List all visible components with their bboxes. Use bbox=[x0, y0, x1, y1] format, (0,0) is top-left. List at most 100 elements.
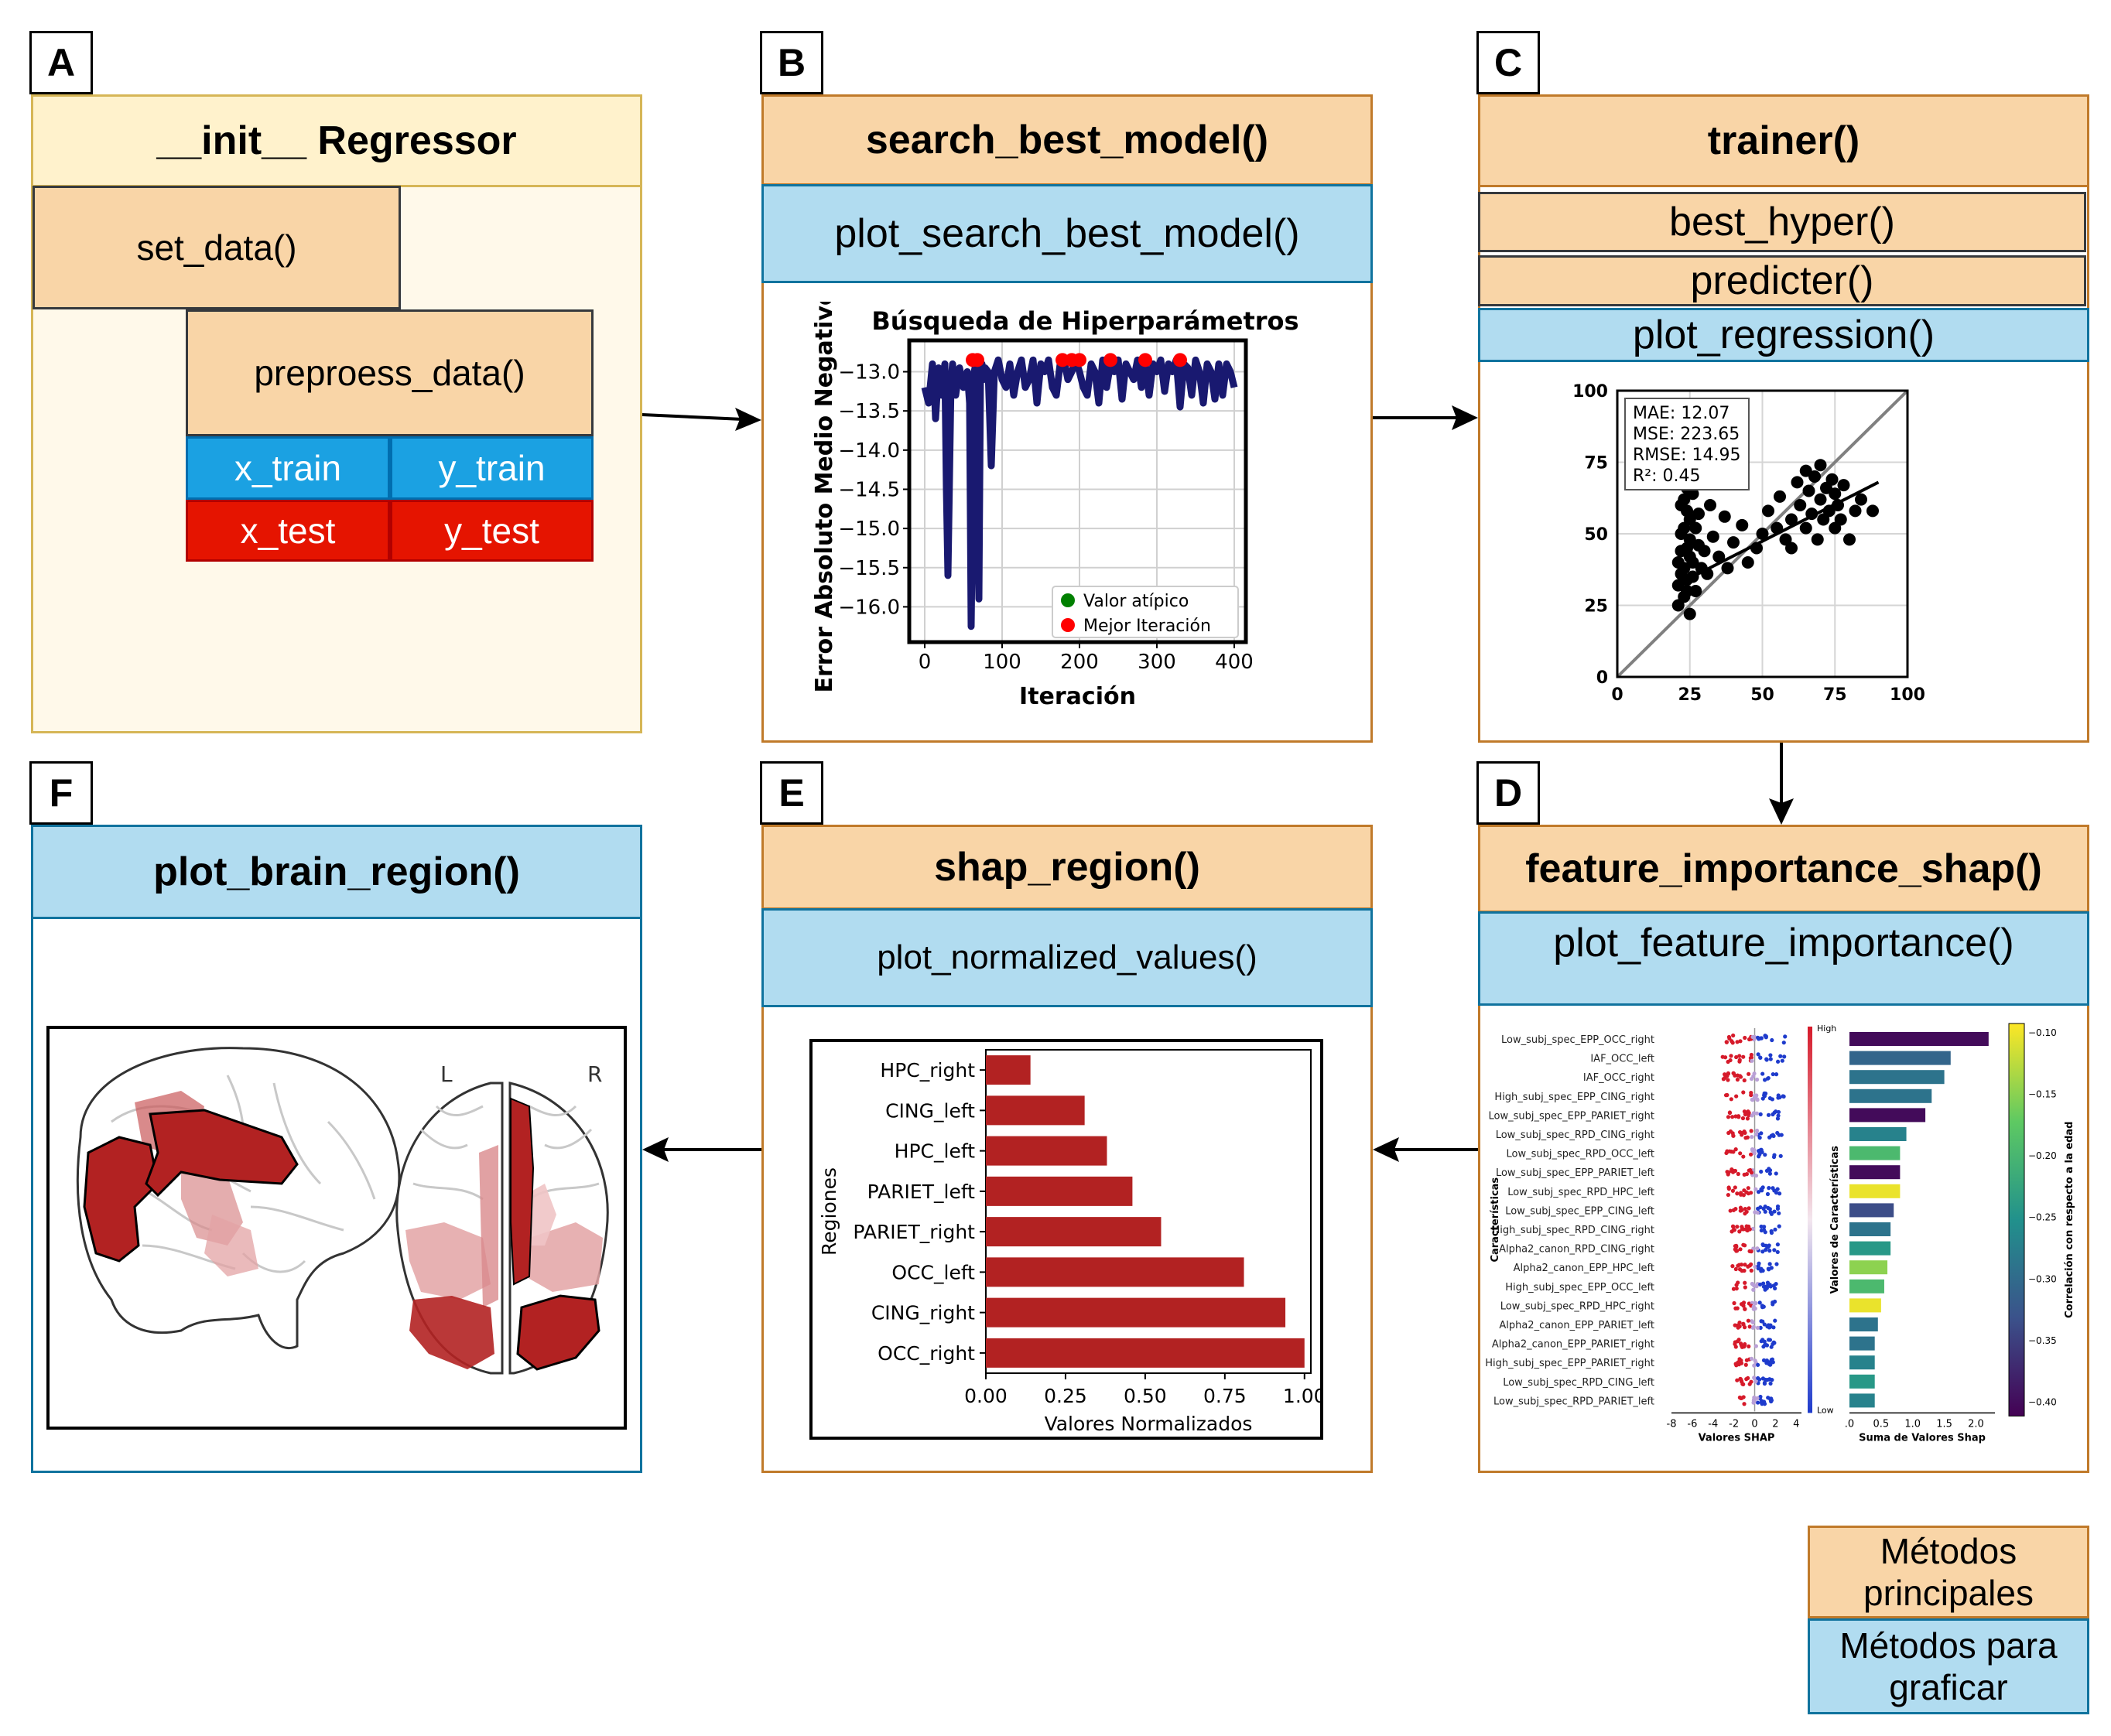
region-bar bbox=[986, 1217, 1162, 1247]
feature-label: Low_subj_spec_RPD_PARIET_left bbox=[1493, 1396, 1654, 1407]
shap-point bbox=[1765, 1245, 1770, 1249]
shap-point bbox=[1733, 1185, 1737, 1190]
region-bar bbox=[986, 1095, 1085, 1126]
brain-axial-view: L R bbox=[395, 1061, 609, 1375]
shap-point bbox=[1770, 1378, 1774, 1382]
scatter-point bbox=[1829, 487, 1842, 501]
shap-point bbox=[1739, 1343, 1744, 1348]
shap-point bbox=[1759, 1266, 1764, 1271]
shap-sum-bar bbox=[1849, 1127, 1907, 1141]
shap-point bbox=[1740, 1116, 1746, 1121]
plot-search-best-model-method: plot_search_best_model() bbox=[761, 184, 1373, 283]
shap-point bbox=[1750, 1058, 1754, 1063]
shap-point bbox=[1744, 1358, 1750, 1362]
shap-point bbox=[1761, 1281, 1766, 1286]
shap-point bbox=[1741, 1154, 1746, 1159]
shap-point bbox=[1735, 1378, 1740, 1382]
shap-sum-bar bbox=[1849, 1298, 1881, 1313]
correlation-tick-label: −0.35 bbox=[2028, 1335, 2057, 1346]
feature-label: Low_subj_spec_EPP_CING_left bbox=[1505, 1205, 1654, 1217]
shap-point bbox=[1750, 1147, 1755, 1152]
correlation-tick-label: −0.25 bbox=[2028, 1212, 2057, 1223]
panel-label-b: B bbox=[760, 31, 823, 94]
brain-sagittal-view bbox=[76, 1047, 401, 1350]
scatter-point bbox=[1706, 530, 1719, 543]
shap-point bbox=[1759, 1169, 1764, 1174]
shap-point bbox=[1771, 1186, 1775, 1191]
legend-frame bbox=[1052, 586, 1239, 638]
correlation-tick-label: −0.30 bbox=[2028, 1273, 2057, 1284]
shap-point bbox=[1739, 1191, 1743, 1195]
shap-point bbox=[1771, 1360, 1775, 1365]
shap-sum-bar bbox=[1849, 1184, 1901, 1198]
colorbar-title: Valores de Características bbox=[1829, 1146, 1841, 1294]
legend-plot-methods: Métodos para graficar bbox=[1808, 1618, 2089, 1714]
scatter-point bbox=[1683, 533, 1696, 546]
fit-line bbox=[1680, 480, 1880, 584]
shap-point bbox=[1750, 1113, 1754, 1118]
shap-x-tick-label: 0 bbox=[1751, 1418, 1757, 1430]
shap-point bbox=[1750, 1226, 1756, 1232]
shap-point bbox=[1729, 1054, 1733, 1058]
shap-point bbox=[1757, 1148, 1763, 1153]
arrow-d-to-e bbox=[1373, 1137, 1478, 1162]
y-tick-label: 75 bbox=[1584, 454, 1608, 473]
plot-frame bbox=[907, 338, 1248, 644]
shap-point bbox=[1736, 1171, 1740, 1177]
feature-label: High_subj_spec_EPP_OCC_left bbox=[1505, 1282, 1654, 1293]
shap-x-tick-label: -8 bbox=[1667, 1418, 1677, 1430]
shap-point bbox=[1735, 1306, 1740, 1311]
shap-point bbox=[1751, 1304, 1756, 1309]
shap-point bbox=[1781, 1094, 1785, 1099]
shap-point bbox=[1750, 1325, 1755, 1330]
scatter-point bbox=[1799, 521, 1812, 535]
shap-point bbox=[1769, 1345, 1774, 1349]
shap-point bbox=[1774, 1109, 1778, 1114]
feature-value-colorbar bbox=[1808, 1027, 1812, 1413]
legend-label-outlier: Valor atípico bbox=[1083, 592, 1189, 611]
x-tick-label: 400 bbox=[1215, 651, 1254, 674]
shap-point bbox=[1755, 1400, 1760, 1405]
x-tick-label: 100 bbox=[983, 651, 1021, 674]
shap-point bbox=[1749, 1262, 1753, 1266]
panel-e-title: shap_region() bbox=[761, 825, 1373, 910]
shap-point bbox=[1752, 1375, 1757, 1380]
scatter-point bbox=[1698, 545, 1711, 558]
shap-point bbox=[1774, 1072, 1779, 1077]
shap-point bbox=[1756, 1206, 1760, 1211]
correlation-tick-label: −0.10 bbox=[2028, 1027, 2057, 1038]
shap-point bbox=[1747, 1206, 1751, 1211]
shap-point bbox=[1726, 1130, 1731, 1136]
shap-point bbox=[1774, 1281, 1778, 1287]
shap-point bbox=[1744, 1171, 1749, 1177]
shap-point bbox=[1730, 1264, 1735, 1269]
shap-point bbox=[1741, 1090, 1746, 1095]
scatter-point bbox=[1791, 476, 1804, 489]
shap-point bbox=[1743, 1263, 1747, 1267]
shap-point bbox=[1726, 1185, 1731, 1190]
shap-point bbox=[1772, 1153, 1777, 1157]
shap-point bbox=[1765, 1324, 1770, 1329]
y-tick-label: 0 bbox=[1596, 668, 1608, 688]
region-bar bbox=[986, 1257, 1244, 1287]
shap-point bbox=[1743, 1130, 1747, 1135]
shap-point bbox=[1767, 1135, 1772, 1140]
right-hemisphere-label: R bbox=[587, 1061, 602, 1087]
metric-text: MSE: 223.65 bbox=[1633, 425, 1740, 444]
shap-point bbox=[1763, 1091, 1768, 1096]
legend-marker-outlier bbox=[1061, 593, 1075, 607]
shap-point bbox=[1735, 1077, 1740, 1082]
arrow-a-to-b bbox=[642, 408, 761, 431]
feature-label: High_subj_spec_RPD_CING_right bbox=[1492, 1225, 1654, 1236]
shap-point bbox=[1745, 1228, 1750, 1233]
y-tick-label: −13.0 bbox=[838, 361, 900, 384]
shap-point bbox=[1739, 1358, 1743, 1363]
shap-point bbox=[1730, 1188, 1736, 1193]
shap-point bbox=[1764, 1168, 1770, 1173]
shap-point bbox=[1763, 1153, 1767, 1157]
shap-sum-bar bbox=[1849, 1051, 1951, 1065]
shap-point bbox=[1735, 1225, 1740, 1229]
region-bar bbox=[986, 1055, 1031, 1085]
